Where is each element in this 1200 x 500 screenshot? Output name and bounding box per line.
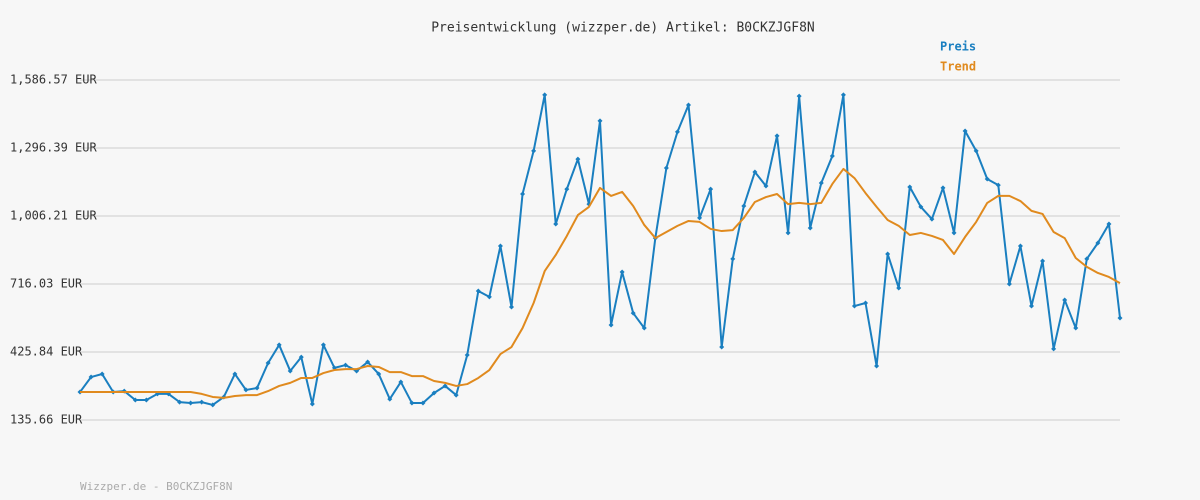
point-marker bbox=[741, 203, 747, 209]
point-marker bbox=[575, 156, 581, 162]
point-marker bbox=[796, 93, 802, 99]
point-marker bbox=[608, 322, 614, 328]
point-marker bbox=[674, 129, 680, 135]
point-marker bbox=[663, 165, 669, 171]
footer: Wizzper.de - B0CKZJGF8N bbox=[80, 480, 232, 493]
point-marker bbox=[464, 352, 470, 358]
point-marker bbox=[962, 128, 968, 134]
point-marker bbox=[210, 402, 216, 408]
y-tick-label: 1,006.21 EUR bbox=[10, 208, 97, 222]
point-marker bbox=[365, 359, 371, 365]
point-marker bbox=[929, 216, 935, 222]
y-tick-label: 1,296.39 EUR bbox=[10, 140, 97, 154]
point-marker bbox=[840, 92, 846, 98]
point-marker bbox=[918, 204, 924, 210]
legend-label: Trend bbox=[940, 60, 976, 74]
point-marker bbox=[409, 400, 415, 406]
point-marker bbox=[1106, 221, 1112, 227]
point-marker bbox=[497, 243, 503, 249]
point-marker bbox=[287, 368, 293, 374]
point-marker bbox=[907, 184, 913, 190]
point-marker bbox=[763, 183, 769, 189]
point-marker bbox=[752, 169, 758, 175]
point-marker bbox=[453, 392, 459, 398]
point-marker bbox=[697, 215, 703, 221]
point-marker bbox=[774, 133, 780, 139]
point-marker bbox=[1028, 303, 1034, 309]
point-marker bbox=[387, 396, 393, 402]
point-marker bbox=[542, 92, 548, 98]
point-marker bbox=[376, 371, 382, 377]
point-marker bbox=[298, 354, 304, 360]
point-marker bbox=[1073, 325, 1079, 331]
point-marker bbox=[984, 176, 990, 182]
point-marker bbox=[719, 344, 725, 350]
point-marker bbox=[973, 148, 979, 154]
point-marker bbox=[320, 342, 326, 348]
point-marker bbox=[995, 182, 1001, 188]
point-marker bbox=[730, 256, 736, 262]
point-marker bbox=[343, 362, 349, 368]
point-marker bbox=[1051, 346, 1057, 352]
point-marker bbox=[940, 185, 946, 191]
point-marker bbox=[1006, 281, 1012, 287]
point-marker bbox=[431, 390, 437, 396]
point-marker bbox=[276, 342, 282, 348]
point-marker bbox=[420, 400, 426, 406]
point-marker bbox=[254, 385, 260, 391]
point-marker bbox=[597, 118, 603, 124]
point-marker bbox=[553, 221, 559, 227]
point-marker bbox=[1017, 243, 1023, 249]
point-marker bbox=[1084, 256, 1090, 262]
point-marker bbox=[188, 400, 194, 406]
point-marker bbox=[874, 363, 880, 369]
point-marker bbox=[1040, 258, 1046, 264]
point-marker bbox=[807, 225, 813, 231]
point-marker bbox=[177, 399, 183, 405]
point-marker bbox=[708, 186, 714, 192]
point-marker bbox=[232, 371, 238, 377]
point-marker bbox=[951, 230, 957, 236]
point-marker bbox=[818, 180, 824, 186]
point-marker bbox=[132, 397, 138, 403]
point-marker bbox=[1117, 315, 1123, 321]
point-marker bbox=[309, 401, 315, 407]
point-marker bbox=[143, 397, 149, 403]
point-marker bbox=[243, 387, 249, 393]
point-marker bbox=[1095, 240, 1101, 246]
point-marker bbox=[863, 300, 869, 306]
point-marker bbox=[896, 285, 902, 291]
point-marker bbox=[199, 399, 205, 405]
series-line bbox=[80, 167, 1121, 399]
point-marker bbox=[564, 186, 570, 192]
point-marker bbox=[398, 379, 404, 385]
point-marker bbox=[785, 230, 791, 236]
point-marker bbox=[851, 303, 857, 309]
point-marker bbox=[1062, 297, 1068, 303]
point-marker bbox=[829, 153, 835, 159]
y-tick-label: 1,586.57 EUR bbox=[10, 73, 97, 87]
point-marker bbox=[885, 251, 891, 257]
point-marker bbox=[99, 371, 105, 377]
chart-title: Preisentwicklung (wizzper.de) Artikel: B… bbox=[431, 21, 815, 36]
legend-label: Preis bbox=[940, 40, 976, 54]
point-marker bbox=[520, 191, 526, 197]
point-marker bbox=[88, 374, 94, 380]
point-marker bbox=[442, 383, 448, 389]
point-marker bbox=[265, 360, 271, 366]
y-tick-label: 425.84 EUR bbox=[10, 345, 83, 359]
point-marker bbox=[641, 325, 647, 331]
point-marker bbox=[531, 148, 537, 154]
point-marker bbox=[475, 288, 481, 294]
y-tick-label: 716.03 EUR bbox=[10, 276, 83, 290]
point-marker bbox=[619, 269, 625, 275]
y-tick-label: 135.66 EUR bbox=[10, 413, 83, 427]
point-marker bbox=[508, 304, 514, 310]
point-marker bbox=[686, 102, 692, 108]
point-marker bbox=[486, 294, 492, 300]
point-marker bbox=[630, 310, 636, 316]
